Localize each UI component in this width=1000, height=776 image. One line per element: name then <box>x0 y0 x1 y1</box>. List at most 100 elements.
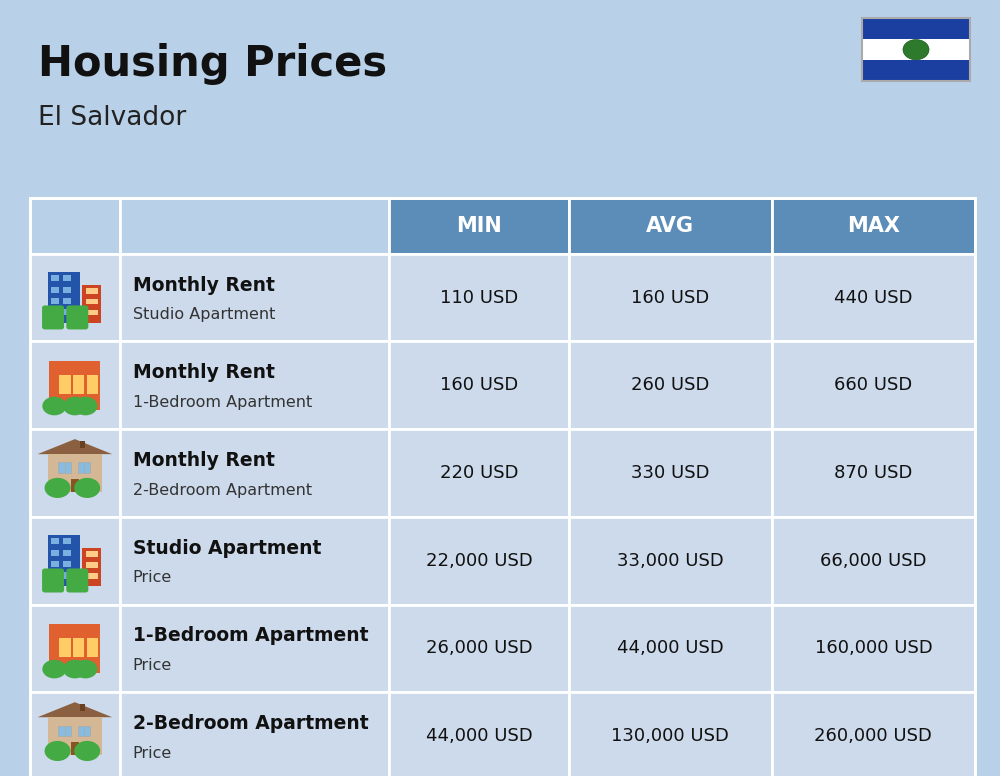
Text: Price: Price <box>133 658 172 673</box>
Bar <box>862 18 970 39</box>
Bar <box>48 454 102 492</box>
Circle shape <box>42 397 66 415</box>
Text: 26,000 USD: 26,000 USD <box>426 639 532 657</box>
Bar <box>63 310 71 316</box>
Bar <box>63 286 71 293</box>
Polygon shape <box>38 439 112 454</box>
Bar <box>87 644 98 651</box>
Bar <box>86 310 98 316</box>
Bar <box>120 341 389 429</box>
Bar <box>51 310 59 316</box>
Bar <box>59 381 71 388</box>
Bar <box>30 429 120 517</box>
Text: 220 USD: 220 USD <box>440 464 518 482</box>
FancyBboxPatch shape <box>66 306 88 330</box>
Bar <box>86 289 98 293</box>
Text: Monthly Rent: Monthly Rent <box>133 275 275 295</box>
Bar <box>51 573 59 579</box>
Text: Price: Price <box>133 570 172 585</box>
Text: Monthly Rent: Monthly Rent <box>133 451 275 470</box>
Bar <box>58 726 71 736</box>
Text: Price: Price <box>133 746 172 760</box>
Bar <box>63 561 71 567</box>
Bar <box>120 198 389 254</box>
Bar <box>80 704 85 712</box>
Bar <box>30 198 120 254</box>
Circle shape <box>63 397 87 415</box>
Bar <box>59 650 71 657</box>
Circle shape <box>903 40 929 60</box>
Text: MAX: MAX <box>847 216 900 236</box>
Bar <box>87 375 98 383</box>
Bar <box>772 341 975 429</box>
Bar <box>120 692 389 776</box>
Bar <box>120 254 389 341</box>
Bar <box>30 692 120 776</box>
Bar <box>389 254 569 341</box>
Circle shape <box>45 478 71 498</box>
Bar <box>120 605 389 692</box>
Text: 110 USD: 110 USD <box>440 289 518 307</box>
Bar <box>772 254 975 341</box>
Bar <box>63 549 71 556</box>
Text: 1-Bedroom Apartment: 1-Bedroom Apartment <box>133 626 368 646</box>
Bar <box>71 479 79 492</box>
Bar <box>862 18 970 81</box>
Text: El Salvador: El Salvador <box>38 105 186 131</box>
Text: 660 USD: 660 USD <box>834 376 913 394</box>
Bar <box>862 39 970 61</box>
Polygon shape <box>38 702 112 717</box>
Text: 260 USD: 260 USD <box>631 376 709 394</box>
Bar <box>48 272 80 324</box>
Bar <box>389 605 569 692</box>
Bar <box>30 605 120 692</box>
Bar <box>86 563 98 567</box>
Bar <box>73 381 84 388</box>
Text: 44,000 USD: 44,000 USD <box>617 639 724 657</box>
Text: 130,000 USD: 130,000 USD <box>611 727 729 745</box>
Bar <box>48 535 80 587</box>
Bar <box>30 254 120 341</box>
Bar <box>63 298 71 304</box>
Text: 440 USD: 440 USD <box>834 289 913 307</box>
Bar <box>58 462 71 473</box>
Bar <box>569 198 772 254</box>
Bar <box>51 539 59 544</box>
Bar <box>82 548 101 587</box>
Bar <box>87 650 98 657</box>
Bar <box>772 198 975 254</box>
Bar <box>59 644 71 651</box>
Bar <box>73 644 84 651</box>
Bar <box>51 298 59 304</box>
Text: 160 USD: 160 USD <box>631 289 709 307</box>
Circle shape <box>74 741 100 761</box>
Bar <box>59 638 71 646</box>
Bar <box>569 429 772 517</box>
Text: 1-Bedroom Apartment: 1-Bedroom Apartment <box>133 395 312 410</box>
Bar <box>63 275 71 281</box>
FancyBboxPatch shape <box>42 306 64 330</box>
Bar <box>80 441 85 449</box>
Text: 160,000 USD: 160,000 USD <box>815 639 932 657</box>
Bar <box>87 381 98 388</box>
Bar <box>389 692 569 776</box>
FancyBboxPatch shape <box>42 569 64 593</box>
Text: 330 USD: 330 USD <box>631 464 709 482</box>
FancyBboxPatch shape <box>66 569 88 593</box>
Bar <box>59 375 71 383</box>
Circle shape <box>63 660 87 678</box>
Bar <box>78 726 90 736</box>
Bar <box>51 275 59 281</box>
Bar <box>49 624 100 673</box>
Text: 33,000 USD: 33,000 USD <box>617 552 724 570</box>
Text: Studio Apartment: Studio Apartment <box>133 539 321 558</box>
Text: 44,000 USD: 44,000 USD <box>426 727 532 745</box>
Bar <box>569 254 772 341</box>
Bar <box>73 638 84 646</box>
Bar <box>389 429 569 517</box>
Text: 260,000 USD: 260,000 USD <box>814 727 932 745</box>
Text: 870 USD: 870 USD <box>834 464 913 482</box>
Bar <box>772 429 975 517</box>
Bar <box>120 429 389 517</box>
Text: 2-Bedroom Apartment: 2-Bedroom Apartment <box>133 483 312 497</box>
